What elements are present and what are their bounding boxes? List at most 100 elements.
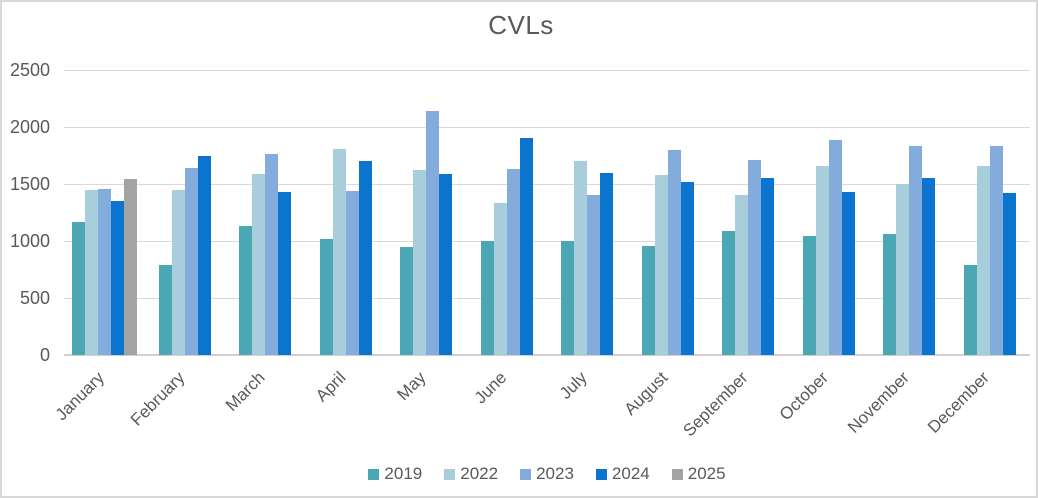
bar-january-2025 (123, 179, 137, 355)
bar-march-2019 (239, 226, 253, 355)
bar-group-march (225, 70, 306, 355)
bar-june-2023 (506, 169, 520, 355)
bar-april-2023 (345, 190, 359, 355)
bar-march-2024 (278, 191, 292, 355)
gridline-y-2500 (64, 69, 1030, 71)
bar-may-2019 (400, 246, 414, 355)
bar-group-january (64, 70, 145, 355)
legend: 2019 2022 2023 2024 2025 (64, 465, 1030, 483)
bar-february-2024 (197, 155, 211, 355)
bar-december-2019 (963, 264, 977, 355)
bar-april-2024 (358, 161, 372, 355)
bar-group-may (386, 70, 467, 355)
legend-swatch-icon (595, 468, 607, 480)
bar-april-2019 (319, 238, 333, 355)
bar-march-2022 (252, 173, 266, 355)
bar-october-2022 (815, 165, 829, 355)
bar-june-2024 (519, 138, 533, 355)
bar-july-2024 (600, 172, 614, 355)
gridline-y-0 (64, 354, 1030, 356)
bar-may-2022 (413, 170, 427, 355)
bar-september-2022 (735, 195, 749, 355)
bar-november-2023 (909, 146, 923, 355)
x-axis-tick-label-march: March (221, 368, 269, 415)
bar-september-2023 (748, 160, 762, 355)
bar-december-2022 (976, 165, 990, 355)
bar-december-2024 (1002, 193, 1016, 355)
bar-group-november (869, 70, 950, 355)
bar-group-april (306, 70, 387, 355)
legend-label: 2019 (384, 464, 423, 483)
bar-january-2022 (84, 189, 98, 355)
bar-august-2023 (667, 149, 681, 355)
y-axis-tick-label: 0 (39, 345, 50, 365)
legend-label: 2024 (611, 464, 650, 483)
bar-november-2024 (922, 178, 936, 355)
x-axis-tick-label-february: February (126, 368, 189, 430)
bar-february-2022 (171, 189, 185, 355)
plot-area (64, 69, 1031, 356)
bar-april-2022 (332, 148, 346, 355)
x-axis-tick-label-june: June (470, 368, 511, 408)
legend-item-2025: 2025 (671, 464, 726, 483)
bar-january-2019 (71, 221, 85, 355)
gridline-y-500 (64, 297, 1030, 299)
bar-january-2024 (110, 201, 124, 355)
x-axis-tick-label-september: September (679, 368, 752, 441)
x-axis-tick-label-july: July (555, 368, 591, 403)
x-axis-tick-label-april: April (311, 368, 350, 406)
bar-june-2022 (493, 203, 507, 355)
legend-label: 2025 (687, 464, 726, 483)
bar-november-2022 (896, 184, 910, 355)
bar-september-2019 (722, 230, 736, 355)
bar-group-august (628, 70, 709, 355)
x-axis-tick-label-may: May (393, 368, 430, 405)
bar-group-september (708, 70, 789, 355)
y-axis-tick-label: 2500 (9, 60, 50, 80)
bar-august-2019 (641, 245, 655, 355)
x-axis-tick-label-january: January (51, 368, 108, 425)
gridline-y-2000 (64, 126, 1030, 128)
legend-item-2019: 2019 (368, 465, 422, 483)
legend-swatch-icon (671, 468, 683, 480)
bar-september-2024 (761, 178, 775, 355)
bar-june-2019 (480, 241, 494, 355)
chart-title: CVLs (488, 10, 554, 40)
x-axis-tick-label-november: November (843, 368, 913, 437)
bar-february-2023 (184, 168, 198, 355)
x-axis-tick-label-december: December (924, 368, 994, 437)
y-axis-tick-label: 1000 (9, 231, 50, 251)
gridline-y-1500 (64, 183, 1030, 185)
bar-group-june (467, 70, 548, 355)
legend-swatch-icon (520, 468, 532, 480)
bar-august-2022 (654, 174, 668, 355)
bar-october-2023 (828, 139, 842, 355)
bar-march-2023 (265, 154, 279, 355)
legend-label: 2023 (536, 464, 574, 483)
legend-swatch-icon (444, 468, 456, 480)
bar-february-2019 (158, 264, 172, 355)
x-axis-tick-label-october: October (775, 368, 833, 425)
bar-group-october (789, 70, 870, 355)
y-axis-tick-label: 2000 (9, 117, 50, 137)
bar-november-2019 (883, 234, 897, 355)
bar-july-2023 (587, 195, 601, 355)
bar-may-2023 (426, 111, 440, 355)
bar-october-2019 (802, 236, 816, 355)
bar-december-2023 (989, 146, 1003, 355)
legend-swatch-icon (368, 468, 380, 480)
bar-may-2024 (439, 173, 453, 355)
legend-item-2022: 2022 (444, 465, 498, 483)
bar-group-february (145, 70, 226, 355)
bar-october-2024 (841, 191, 855, 355)
bar-group-december (950, 70, 1031, 355)
bar-august-2024 (680, 181, 694, 355)
bar-january-2023 (97, 188, 111, 355)
bar-group-july (547, 70, 628, 355)
x-axis-tick-label-august: August (620, 368, 672, 419)
legend-label: 2022 (460, 464, 499, 483)
y-axis-tick-label: 1500 (9, 174, 50, 194)
legend-item-2024: 2024 (595, 464, 650, 483)
gridline-y-1000 (64, 240, 1030, 242)
